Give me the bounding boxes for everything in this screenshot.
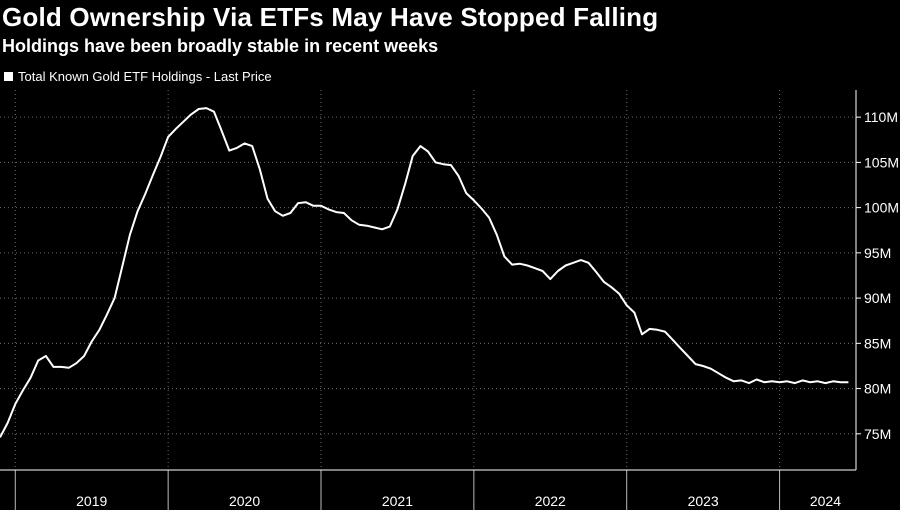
y-tick-labels: 75M 80M 85M 90M 95M 100M 105M 110M <box>864 109 899 442</box>
y-tick-label: 85M <box>864 335 891 351</box>
x-tick-label: 2023 <box>688 493 719 509</box>
legend-label: Total Known Gold ETF Holdings - Last Pri… <box>18 69 272 84</box>
chart-subtitle: Holdings have been broadly stable in rec… <box>2 36 439 56</box>
x-tick-label: 2024 <box>810 493 841 509</box>
x-tick-label: 2022 <box>535 493 566 509</box>
legend-swatch <box>4 72 13 81</box>
legend: Total Known Gold ETF Holdings - Last Pri… <box>4 69 272 84</box>
y-tick-label: 90M <box>864 290 891 306</box>
series-line <box>0 107 849 438</box>
y-tick-label: 95M <box>864 245 891 261</box>
y-tick-label: 100M <box>864 200 899 216</box>
x-tick-label: 2020 <box>229 493 260 509</box>
y-tick-label: 110M <box>864 109 898 125</box>
axes <box>0 90 861 510</box>
y-tick-label: 105M <box>864 154 899 170</box>
y-tick-label: 75M <box>864 426 891 442</box>
x-tick-label: 2021 <box>382 493 413 509</box>
grid <box>0 90 856 470</box>
chart-title: Gold Ownership Via ETFs May Have Stopped… <box>2 2 659 32</box>
y-tick-label: 80M <box>864 381 891 397</box>
x-tick-label: 2019 <box>76 493 107 509</box>
x-tick-labels: 2019 2020 2021 2022 2023 2024 <box>76 493 841 509</box>
